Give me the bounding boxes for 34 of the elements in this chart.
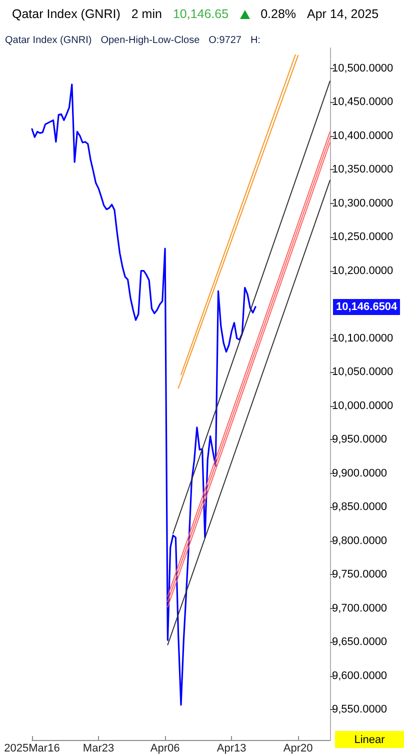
y-tick-label: 10,250.0000 — [332, 231, 394, 244]
y-tick-label: 9,900.0000 — [332, 467, 388, 480]
text: H: — [250, 35, 260, 46]
y-tick-label: 10,450.0000 — [332, 96, 394, 108]
y-tick-label: 10,100.0000 — [332, 332, 394, 344]
x-tick-label: Apr20 — [283, 742, 313, 754]
text: Qatar Index (GNRI) — [5, 35, 92, 46]
text: 2 min — [131, 7, 162, 21]
text: O:9727 — [208, 35, 242, 46]
text: 10,146.65 — [172, 7, 229, 21]
y-tick-label: 10,200.0000 — [332, 264, 394, 277]
y-tick-label: 9,850.0000 — [332, 501, 388, 514]
y-tick-label: 9,600.0000 — [332, 670, 388, 682]
chart-title: Qatar Index (GNRI) — [12, 7, 120, 21]
y-tick-label: 9,750.0000 — [332, 568, 388, 581]
x-tick-label: Apr13 — [216, 742, 246, 754]
y-tick-label: 10,350.0000 — [332, 164, 394, 176]
y-tick-label: 9,550.0000 — [332, 704, 388, 716]
y-tick-label: 9,950.0000 — [332, 434, 388, 446]
x-tick-label: 2025Mar16 — [4, 742, 60, 754]
text: Apr 14, 2025 — [307, 7, 379, 21]
y-tick-label: 10,300.0000 — [332, 197, 394, 210]
y-tick-label: 9,650.0000 — [332, 636, 388, 648]
y-tick-label: 10,050.0000 — [332, 366, 394, 378]
text: Open-High-Low-Close — [100, 35, 200, 46]
y-tick-label: 10,400.0000 — [332, 130, 394, 142]
x-tick-label: Apr06 — [150, 742, 180, 754]
y-tick-label: 9,700.0000 — [332, 602, 388, 614]
x-tick-label: Mar23 — [82, 742, 114, 754]
price-tag: 10,146.6504 — [333, 298, 400, 315]
y-tick-label: 10,500.0000 — [332, 62, 394, 74]
y-tick-label: 10,000.0000 — [332, 400, 394, 412]
y-tick-label: 9,800.0000 — [332, 534, 388, 547]
text: 0.28% — [260, 7, 296, 21]
